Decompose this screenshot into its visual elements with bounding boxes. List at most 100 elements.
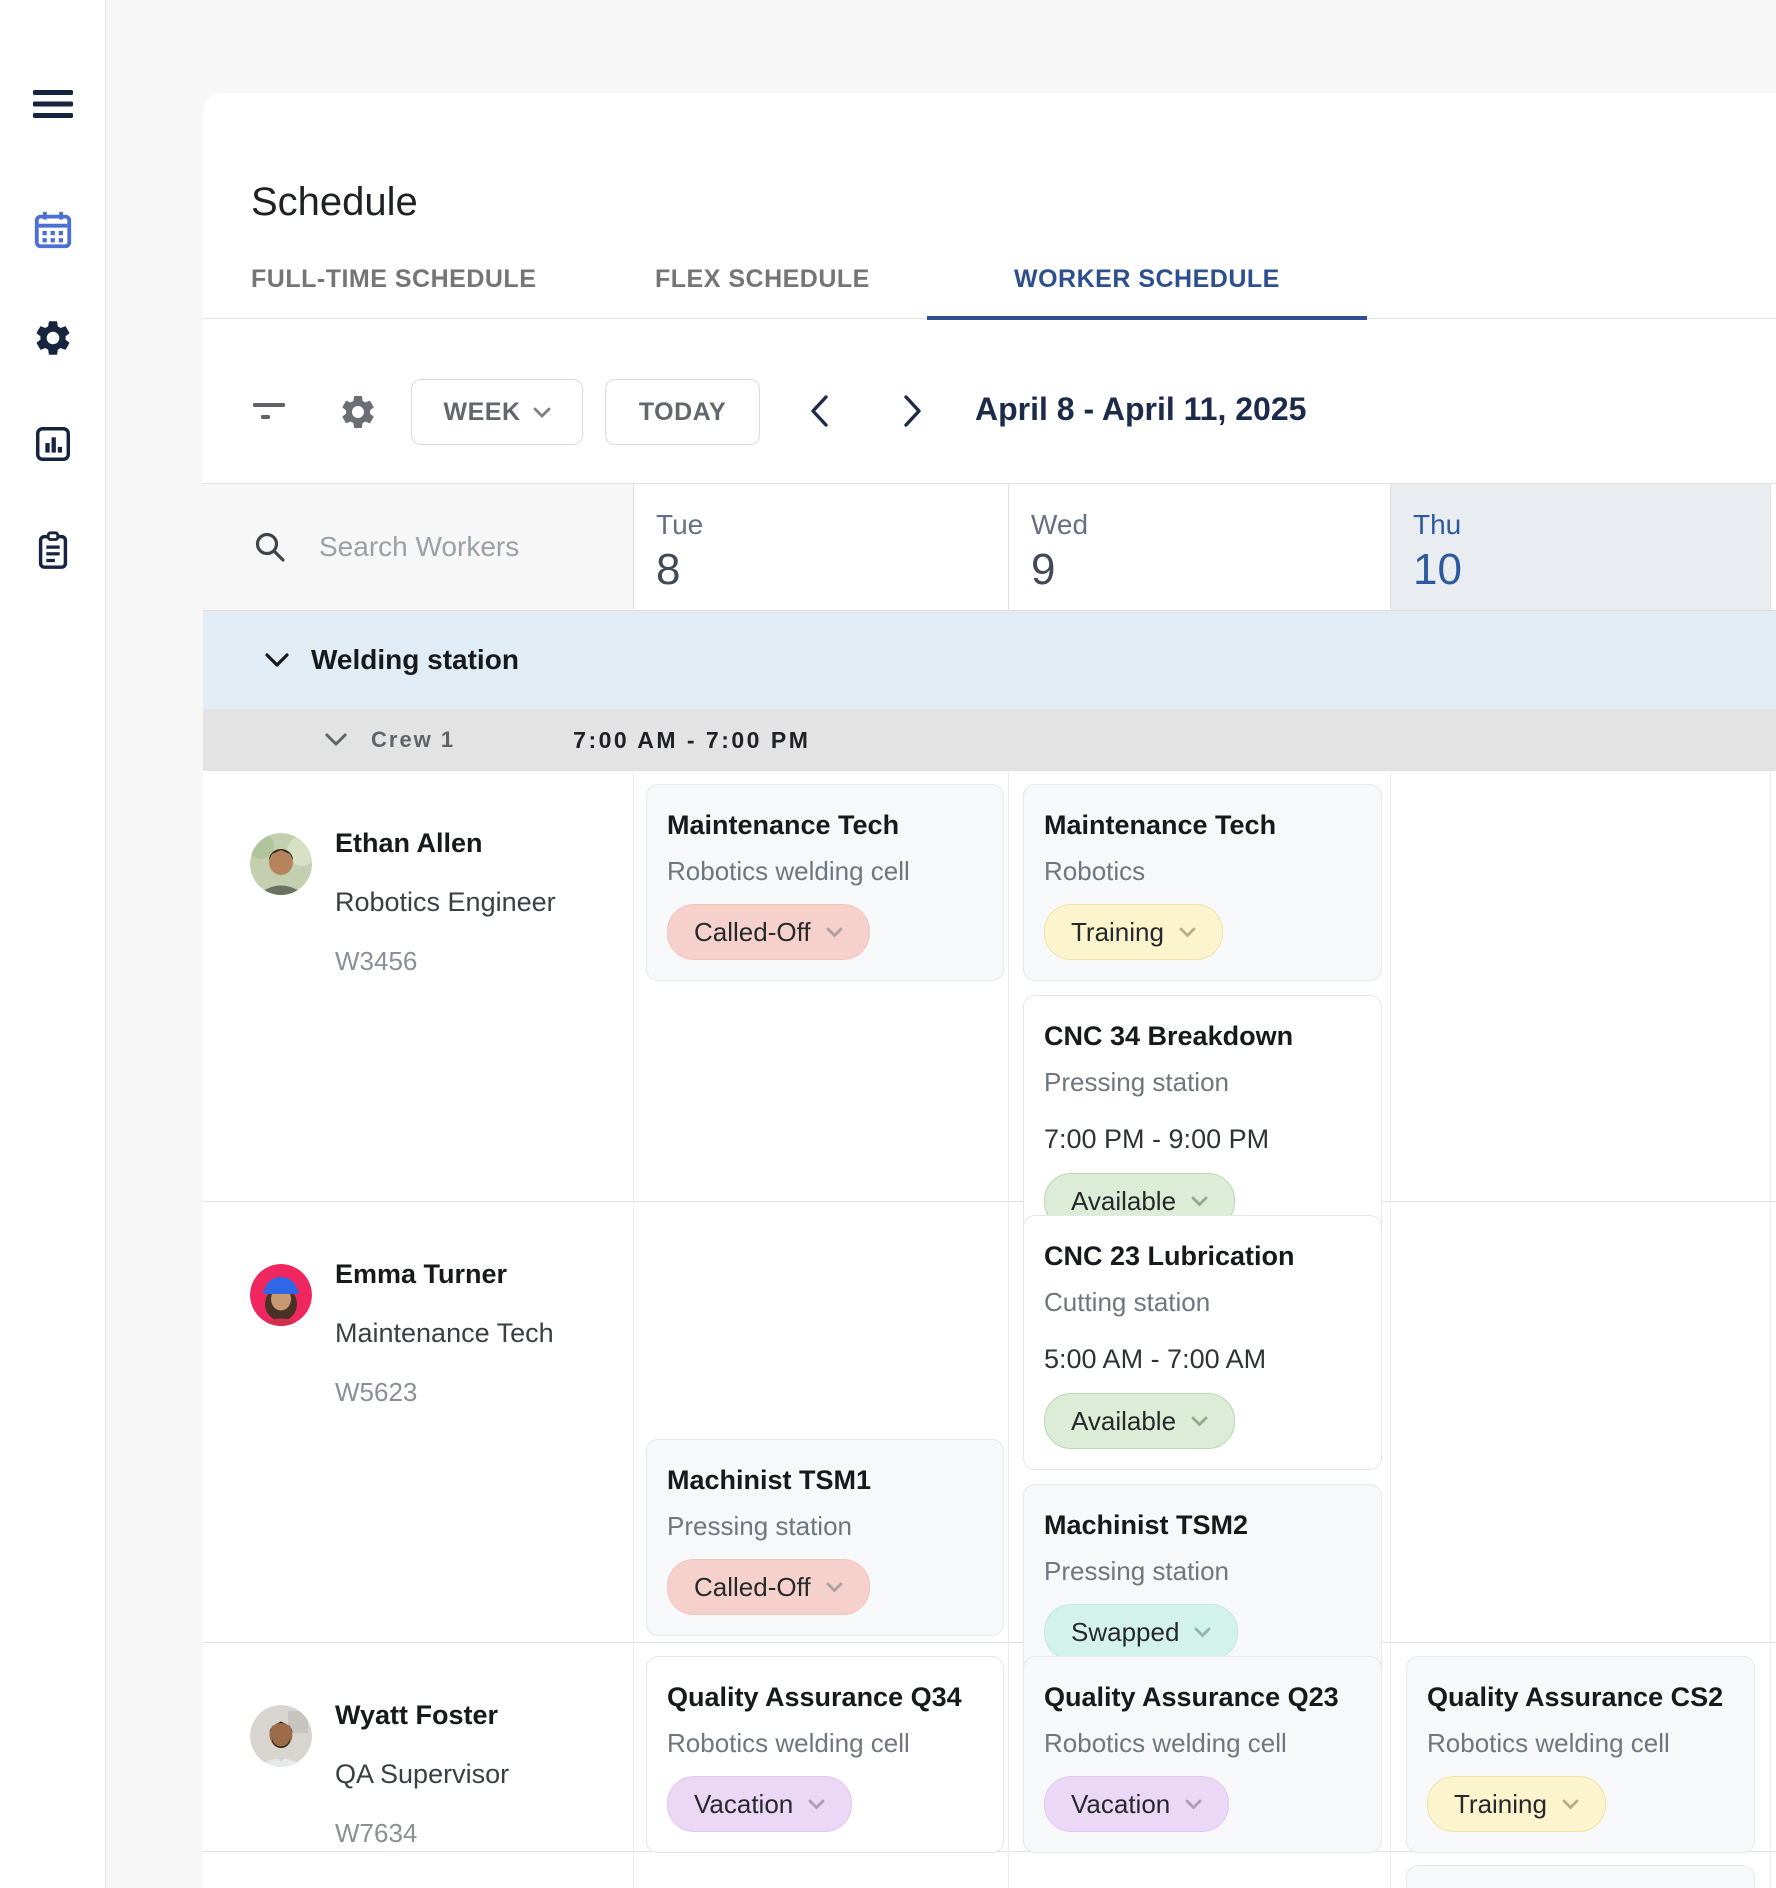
- event-card-time: 7:00 PM - 9:00 PM: [1044, 1124, 1270, 1154]
- status-pill-swapped[interactable]: Swapped: [1044, 1604, 1239, 1660]
- chevron-down-icon: [1195, 1627, 1211, 1637]
- sidebar-item-settings[interactable]: [31, 316, 75, 360]
- cell-partial-tue: [634, 1852, 1009, 1888]
- cell-wyatt-wed: Quality Assurance Q23 Robotics welding c…: [1009, 1643, 1391, 1856]
- status-pill-training[interactable]: Training: [1044, 904, 1223, 960]
- shift-card[interactable]: Maintenance Tech Robotics Training: [1023, 784, 1382, 981]
- event-card[interactable]: CNC 34 Breakdown Pressing station 7:00 P…: [1023, 995, 1382, 1250]
- status-pill-vacation[interactable]: Vacation: [667, 1776, 853, 1832]
- shift-card-subtitle: Robotics: [1044, 856, 1146, 886]
- status-pill-called-off[interactable]: Called-Off: [667, 904, 870, 960]
- toolbar: WEEK TODAY April 8 - April 11, 2025: [203, 355, 1776, 475]
- view-selector-dropdown[interactable]: WEEK: [411, 379, 583, 445]
- search-icon: [255, 532, 285, 562]
- shift-card-subtitle: Robotics welding cell: [667, 856, 910, 886]
- status-label: Available: [1071, 1405, 1177, 1436]
- cell-sliver: [1771, 1852, 1776, 1888]
- shift-card[interactable]: Machinist TSM1 Pressing station Called-O…: [646, 1439, 1004, 1636]
- status-pill-vacation[interactable]: Vacation: [1044, 1776, 1230, 1832]
- cell-ethan-wed: Maintenance Tech Robotics Training CNC 3…: [1009, 771, 1391, 1250]
- schedule-tabs: FULL-TIME SCHEDULE FLEX SCHEDULE WORKER …: [203, 93, 1776, 321]
- next-period-button[interactable]: [889, 387, 937, 435]
- shift-card-title: Maintenance Tech: [667, 810, 900, 840]
- worker-role: Maintenance Tech: [335, 1318, 554, 1348]
- crew-name: Crew 1: [371, 727, 456, 752]
- shift-card[interactable]: Maintenance Tech Robotics welding cell C…: [646, 784, 1004, 981]
- view-settings-button[interactable]: [335, 389, 381, 435]
- chevron-down-icon: [1562, 1799, 1579, 1809]
- shift-card[interactable]: Quality Assurance Q34 Robotics welding c…: [646, 1656, 1004, 1853]
- cell-ethan-tue: Maintenance Tech Robotics welding cell C…: [634, 771, 1009, 1250]
- empty-slot: [646, 1215, 1004, 1425]
- worker-info[interactable]: Emma Turner Maintenance Tech W5623: [203, 1202, 634, 1681]
- shift-card[interactable]: Quality Assurance CS2 Robotics welding c…: [1406, 1656, 1755, 1853]
- shift-card-title: Maintenance Tech: [1044, 810, 1277, 840]
- chevron-down-icon: [826, 927, 842, 937]
- worker-info[interactable]: Wyatt Foster QA Supervisor W7634: [203, 1643, 634, 1856]
- shift-card-title: Quality Assurance Q23: [1044, 1682, 1339, 1712]
- cell-wyatt-tue: Quality Assurance Q34 Robotics welding c…: [634, 1643, 1009, 1856]
- event-card-time: 5:00 AM - 7:00 AM: [1044, 1344, 1267, 1374]
- day-header-tue[interactable]: Tue 8: [634, 484, 1009, 610]
- clipboard-icon: [38, 531, 67, 569]
- search-workers-input[interactable]: [317, 530, 621, 564]
- station-title: Welding station: [311, 644, 519, 675]
- chevron-down-icon: [826, 1582, 842, 1592]
- gear-icon: [36, 321, 69, 355]
- day-header-next-sliver: [1771, 484, 1776, 610]
- tab-full-time-schedule[interactable]: FULL-TIME SCHEDULE: [251, 265, 537, 293]
- sidebar-item-schedule[interactable]: [31, 208, 75, 252]
- station-group-header[interactable]: Welding station: [203, 611, 1776, 709]
- gear-icon: [342, 396, 374, 428]
- chevron-down-icon: [533, 407, 550, 418]
- day-header-wed[interactable]: Wed 9: [1009, 484, 1391, 610]
- chevron-right-icon: [904, 395, 921, 427]
- tab-flex-schedule[interactable]: FLEX SCHEDULE: [655, 265, 870, 293]
- status-label: Available: [1071, 1185, 1177, 1216]
- today-button[interactable]: TODAY: [605, 379, 760, 445]
- worker-info[interactable]: Ethan Allen Robotics Engineer W3456: [203, 771, 634, 1250]
- worker-name: Ethan Allen: [335, 828, 483, 858]
- cell-sliver: [1771, 771, 1776, 1250]
- worker-name: Wyatt Foster: [335, 1700, 499, 1730]
- schedule-grid: Tue 8 Wed 9 Thu 10 Welding station: [203, 483, 1776, 1888]
- filter-icon: [253, 403, 285, 419]
- shift-card-title: Quality Assurance Q34: [667, 1682, 962, 1712]
- cell-partial-thu: Machinist: [1391, 1852, 1771, 1888]
- event-card-title: CNC 34 Breakdown: [1044, 1021, 1294, 1051]
- chevron-down-icon: [1185, 1799, 1202, 1809]
- sidebar: [0, 0, 106, 1888]
- worker-name: Emma Turner: [335, 1259, 508, 1289]
- cell-ethan-thu: [1391, 771, 1771, 1250]
- status-pill-training[interactable]: Training: [1427, 1776, 1606, 1832]
- sidebar-item-tasks[interactable]: [31, 528, 75, 572]
- shift-card-clipped[interactable]: Machinist: [1406, 1865, 1755, 1888]
- cell-sliver: [1771, 1202, 1776, 1681]
- cell-wyatt-thu: Quality Assurance CS2 Robotics welding c…: [1391, 1643, 1771, 1856]
- previous-period-button[interactable]: [795, 387, 843, 435]
- filter-button[interactable]: [247, 389, 293, 435]
- crew-group-header[interactable]: Crew 1 7:00 AM - 7:00 PM: [203, 709, 1776, 771]
- worker-id: W5623: [335, 1377, 418, 1407]
- hamburger-menu-button[interactable]: [31, 82, 75, 126]
- worker-row-ethan-allen: Ethan Allen Robotics Engineer W3456 Main…: [203, 771, 1776, 1250]
- event-card[interactable]: CNC 23 Lubrication Cutting station 5:00 …: [1023, 1215, 1382, 1470]
- tab-worker-schedule[interactable]: WORKER SCHEDULE: [1014, 265, 1280, 293]
- collapse-chevron-icon: [325, 733, 347, 746]
- shift-card-subtitle: Pressing station: [667, 1511, 852, 1541]
- worker-role: QA Supervisor: [335, 1759, 510, 1789]
- day-name: Tue: [656, 509, 704, 540]
- day-header-thu-today[interactable]: Thu 10: [1391, 484, 1771, 610]
- status-pill-available[interactable]: Available: [1044, 1393, 1236, 1449]
- event-card-subtitle: Pressing station: [1044, 1067, 1229, 1097]
- shift-card[interactable]: Quality Assurance Q23 Robotics welding c…: [1023, 1656, 1382, 1853]
- shift-card-subtitle: Robotics welding cell: [667, 1728, 910, 1758]
- hamburger-icon: [32, 90, 73, 118]
- chevron-down-icon: [808, 1799, 825, 1809]
- worker-row-wyatt-foster: Wyatt Foster QA Supervisor W7634 Quality…: [203, 1643, 1776, 1856]
- worker-id: W3456: [335, 946, 418, 976]
- cell-emma-tue: Machinist TSM1 Pressing station Called-O…: [634, 1202, 1009, 1681]
- status-pill-called-off[interactable]: Called-Off: [667, 1559, 870, 1615]
- sidebar-item-analytics[interactable]: [31, 422, 75, 466]
